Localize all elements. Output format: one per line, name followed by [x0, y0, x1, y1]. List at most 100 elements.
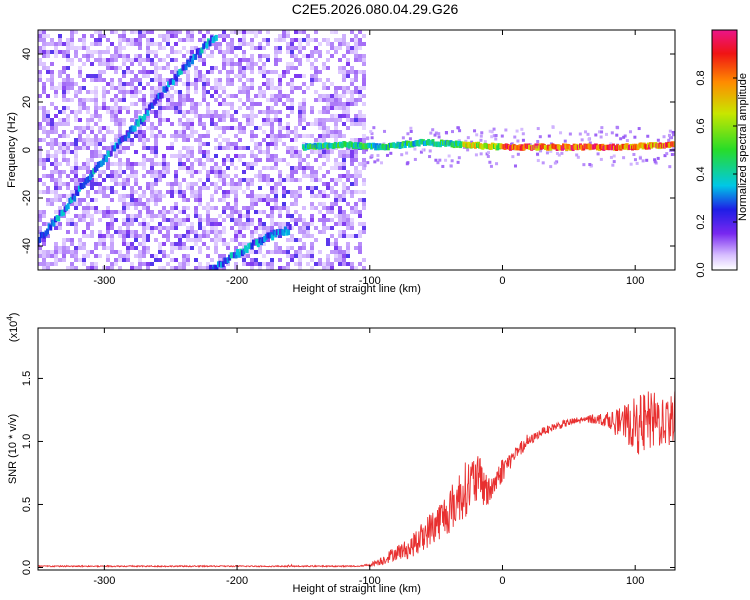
- spectrogram-cell: [158, 214, 162, 218]
- spectrogram-cell: [555, 151, 559, 155]
- spectrogram-cell: [242, 130, 246, 134]
- spectrogram-cell: [82, 102, 86, 106]
- spectrogram-cell: [610, 131, 614, 135]
- spectrogram-cell: [342, 186, 346, 190]
- spectrogram-cell: [114, 170, 118, 174]
- spectrogram-cell: [218, 174, 222, 178]
- spectrogram-cell: [218, 258, 222, 262]
- spectrogram-cell: [190, 238, 194, 242]
- spectrogram-cell: [202, 34, 206, 38]
- spectrogram-cell: [158, 226, 162, 230]
- spectrogram-cell: [38, 94, 42, 98]
- colorbar-segment: [712, 194, 737, 197]
- spectrogram-cell: [266, 182, 270, 186]
- spectrogram-cell: [310, 50, 314, 54]
- spectrogram-cell: [346, 114, 350, 118]
- spectrogram-cell: [154, 254, 158, 258]
- spectrogram-cell: [118, 86, 122, 90]
- spectrogram-cell: [641, 159, 645, 163]
- spectrogram-cell: [190, 130, 194, 134]
- spectrogram-cell: [342, 254, 346, 258]
- spectrogram-track-mark: [274, 231, 278, 238]
- spectrogram-cell: [130, 142, 134, 146]
- spectrogram-track-mark: [211, 37, 215, 44]
- spectrogram-cell: [206, 174, 210, 178]
- spectrogram-cell: [126, 82, 130, 86]
- spectrogram-cell: [38, 214, 42, 218]
- spectrogram-cell: [310, 258, 314, 262]
- spectrogram-cell: [354, 266, 358, 270]
- spectrogram-track-mark: [179, 68, 183, 75]
- spectrogram-cell: [66, 146, 70, 150]
- spectrogram-cell: [82, 262, 86, 266]
- spectrogram-cell: [270, 106, 274, 110]
- spectrogram-track-mark: [97, 161, 101, 168]
- spectrogram-track-mark: [143, 113, 147, 120]
- spectrogram-cell: [290, 146, 294, 150]
- snr-x-tick-label: -100: [359, 575, 381, 587]
- spectrogram-cell: [354, 170, 358, 174]
- spectrogram-cell: [302, 206, 306, 210]
- spectrogram-cell: [150, 230, 154, 234]
- spectrogram-cell: [310, 54, 314, 58]
- spectrogram-cell: [62, 90, 66, 94]
- spectrogram-cell: [431, 128, 435, 132]
- spectrogram-cell: [294, 166, 298, 170]
- spectrogram-cell: [637, 127, 641, 131]
- spectrogram-cell: [102, 106, 106, 110]
- colorbar-segment: [712, 252, 737, 255]
- spectrogram-cell: [597, 130, 601, 134]
- spectrogram-cell: [234, 250, 238, 254]
- colorbar-segment: [712, 76, 737, 79]
- spectrogram-cell: [310, 250, 314, 254]
- spectrogram-cell: [226, 42, 230, 46]
- spectrogram-cell: [82, 166, 86, 170]
- spectrogram-cell: [322, 194, 326, 198]
- spectrogram-track-mark: [248, 242, 252, 249]
- spectrogram-cell: [250, 230, 254, 234]
- spectrogram-cell: [242, 90, 246, 94]
- spectrogram-cell: [302, 118, 306, 122]
- spectrogram-cell: [342, 90, 346, 94]
- spectrogram-cell: [234, 118, 238, 122]
- spectrogram-cell: [198, 142, 202, 146]
- spectrogram-cell: [166, 30, 170, 34]
- spectrogram-cell: [242, 34, 246, 38]
- spectrogram-cell: [102, 134, 106, 138]
- spectrogram-cell: [290, 174, 294, 178]
- spectrogram-cell: [302, 82, 306, 86]
- spectrogram-cell: [198, 134, 202, 138]
- spectrogram-cell: [166, 98, 170, 102]
- spectrogram-cell: [122, 38, 126, 42]
- spectrogram-cell: [166, 78, 170, 82]
- spectrogram-cell: [330, 186, 334, 190]
- spectrogram-cell: [178, 158, 182, 162]
- spectrogram-cell: [234, 194, 238, 198]
- spectrogram-cell: [170, 258, 174, 262]
- spectrogram-cell: [334, 130, 338, 134]
- spectrogram-cell: [174, 242, 178, 246]
- spectrogram-cell: [118, 250, 122, 254]
- spectrogram-cell: [294, 146, 298, 150]
- spectrogram-cell: [222, 130, 226, 134]
- spectrogram-cell: [250, 102, 254, 106]
- spectrogram-cell: [282, 158, 286, 162]
- spectrogram-cell: [50, 250, 54, 254]
- spectrogram-cell: [310, 206, 314, 210]
- spectrogram-cell: [516, 152, 520, 156]
- spectrogram-cell: [559, 131, 563, 135]
- spectrogram-cell: [258, 266, 262, 270]
- spectrogram-track-mark: [101, 159, 105, 166]
- spectrogram-cell: [206, 70, 210, 74]
- spectrogram-cell: [210, 166, 214, 170]
- spectrogram-cell: [458, 129, 462, 133]
- spectrogram-cell: [110, 98, 114, 102]
- spectrogram-cell: [186, 158, 190, 162]
- spectrogram-cell: [302, 242, 306, 246]
- spectrogram-cell: [154, 194, 158, 198]
- spectrogram-cell: [354, 138, 358, 142]
- spectrogram-cell: [342, 258, 346, 262]
- spectrogram-track-mark: [60, 210, 64, 217]
- spectrogram-cell: [270, 70, 274, 74]
- spectrogram-cell: [214, 122, 218, 126]
